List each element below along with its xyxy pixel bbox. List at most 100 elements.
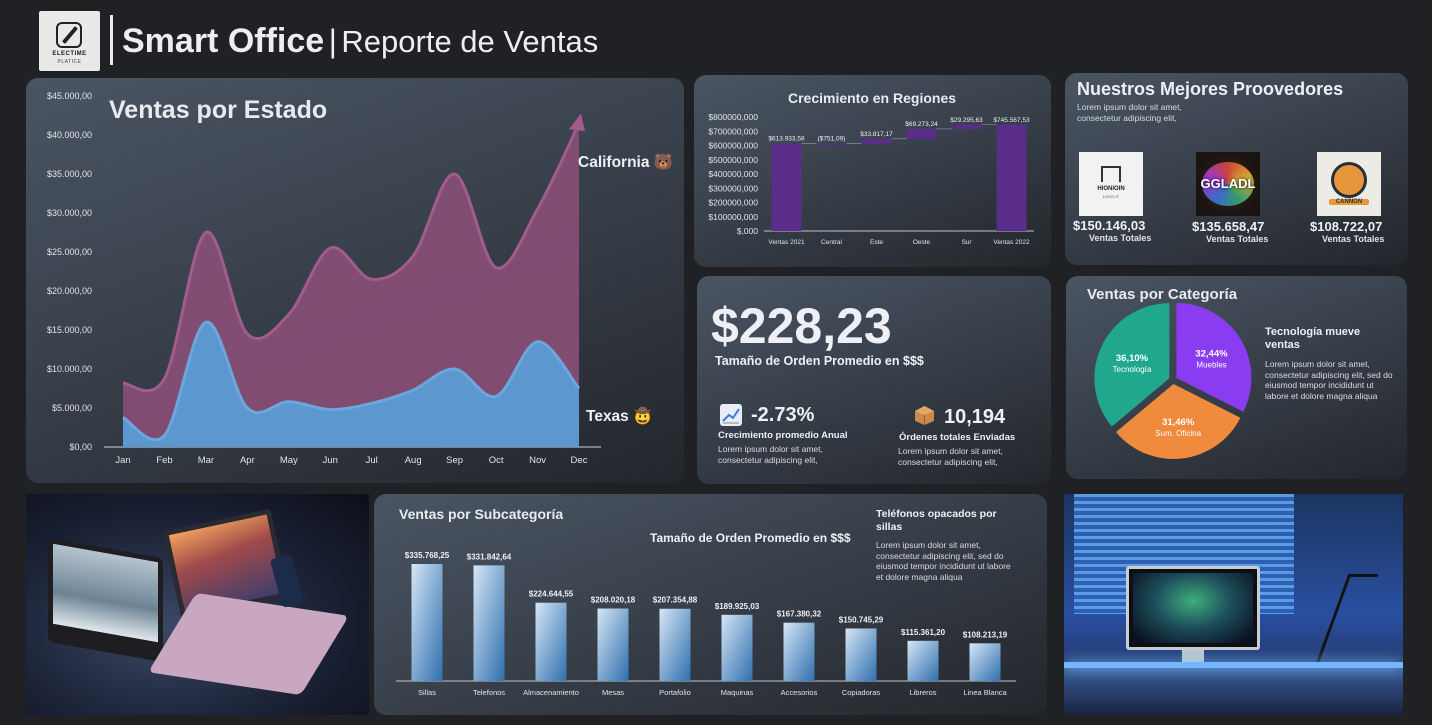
page-title: Smart Office | Reporte de Ventas	[122, 21, 598, 68]
x-tick-label: Accesorios	[781, 688, 818, 697]
kpi-big-value: $228,23	[711, 298, 892, 354]
data-label: $108.213,19	[963, 630, 1008, 639]
y-tick-label: $30.000,00	[47, 208, 92, 218]
subcategory-bar	[473, 565, 505, 681]
subcategory-sales-card: Ventas por Subcategoría $335.768,25 Sillas…	[374, 494, 1047, 715]
data-label: $29.295,63	[950, 117, 983, 124]
supplier-2-label: Ventas Totales	[1206, 234, 1269, 244]
category-sales-chart: Ventas por Categoría 32,44%Muebles 31,46%S…	[1087, 286, 1252, 459]
growth-description: Lorem ipsum dolor sit amet, consectetur …	[718, 444, 823, 465]
subcategory-bar	[721, 614, 753, 681]
supplier-1-label: Ventas Totales	[1089, 233, 1152, 243]
header-divider	[110, 15, 113, 65]
supplier-logo-1-text: HIONIOIN	[1097, 186, 1125, 192]
desk-lamp	[1315, 574, 1379, 664]
x-tick-label: Sillas	[418, 688, 436, 697]
y-tick-label: $0,00	[69, 442, 92, 452]
supplier-1-value: $150.146,03	[1073, 218, 1146, 233]
series-line-california	[122, 122, 581, 393]
series-label-texas: Texas 🤠	[586, 406, 652, 425]
waterfall-bar	[996, 124, 1027, 231]
monitor-image	[1126, 566, 1260, 650]
x-tick-label: Libreros	[909, 688, 936, 697]
phone-image	[269, 554, 305, 608]
series-area-texas	[123, 322, 579, 447]
x-tick-label: Ventas 2021	[768, 239, 805, 246]
data-label: $33.817,17	[860, 131, 893, 138]
data-label: $167.380,32	[777, 610, 822, 619]
state-sales-chart: Ventas por Estado $0,00 $5.000,00 $10.000,0…	[47, 91, 673, 466]
subcategory-bar	[845, 628, 877, 681]
package-icon	[914, 405, 935, 426]
pie-slice	[1094, 303, 1170, 427]
y-tick-label: $700000,000	[708, 126, 758, 136]
subcategory-bar	[659, 608, 691, 681]
supplier-logo-3-text: CANNON	[1329, 199, 1369, 205]
supplier-2-value: $135.658,47	[1192, 219, 1265, 234]
y-tick-label: $20.000,00	[47, 286, 92, 296]
series-line-texas	[122, 320, 581, 442]
regional-growth-card: Crecimiento en Regiones $,000 $100000,000 $…	[694, 75, 1051, 267]
pie-slice	[1115, 383, 1241, 459]
supplier-logo-1-subtext: LOGO IT	[1102, 194, 1120, 199]
chart-title: Ventas por Categoría	[1087, 286, 1238, 303]
subcategory-note-description: Lorem ipsum dolor sit amet, consectetur …	[876, 540, 1011, 582]
kpi-card: $228,23 Tamaño de Orden Promedio en $$$ …	[697, 276, 1051, 484]
data-label: $745.567,53	[993, 117, 1030, 124]
x-tick-label: Este	[870, 239, 883, 246]
y-tick-label: $600000,000	[708, 141, 758, 151]
y-tick-label: $400000,000	[708, 169, 758, 179]
data-label: $189.925,03	[715, 602, 760, 611]
y-tick-label: $10.000,00	[47, 364, 92, 374]
x-tick-label: Central	[821, 239, 843, 246]
x-tick-label: Oeste	[913, 239, 931, 246]
y-tick-label: $15.000,00	[47, 325, 92, 335]
regional-growth-chart: Crecimiento en Regiones $,000 $100000,000 $…	[708, 90, 1034, 246]
data-label: $69.273,24	[905, 121, 938, 128]
data-label: $150.745,29	[839, 615, 884, 624]
x-tick-label: Mesas	[602, 688, 624, 697]
x-tick-label: Sur	[961, 239, 972, 246]
subcategory-bar	[969, 643, 1001, 681]
kpi-big-label: Tamaño de Orden Promedio en $$$	[715, 354, 924, 368]
pie-slice	[1176, 302, 1252, 412]
y-tick-label: $500000,000	[708, 155, 758, 165]
data-label: ($751,09)	[818, 136, 846, 143]
data-label: $207.354,88	[653, 596, 698, 605]
data-label: $335.768,25	[405, 551, 450, 560]
x-tick-label: Linea Blanca	[963, 688, 1007, 697]
series-area-california	[123, 123, 579, 448]
waterfall-bar	[906, 128, 937, 139]
x-tick-label: Telefonos	[473, 688, 505, 697]
suppliers-card: Nuestros Mejores Proovedores Lorem ipsum…	[1065, 73, 1408, 265]
y-tick-label: $300000,000	[708, 183, 758, 193]
data-label: $613.933,58	[768, 136, 805, 143]
subcategory-bar	[411, 564, 443, 681]
suppliers-title: Nuestros Mejores Proovedores	[1077, 79, 1344, 99]
y-tick-label: $35.000,00	[47, 169, 92, 179]
subcategory-bar	[535, 602, 567, 681]
desk-surface	[1064, 666, 1403, 715]
pie-category-label: Tecnología	[1113, 365, 1152, 374]
imac-image	[48, 537, 163, 663]
x-tick-label: Almacenamiento	[523, 688, 579, 697]
x-tick-label: Copiadoras	[842, 688, 881, 697]
pie-value-label: 36,10%	[1116, 353, 1149, 364]
pie-category-label: Sum. Oficina	[1155, 429, 1201, 438]
chart-title: Ventas por Subcategoría	[399, 506, 563, 522]
led-glow	[1064, 662, 1403, 668]
page-title-separator: |	[328, 23, 337, 59]
x-tick-label: Apr	[240, 455, 255, 466]
supplier-logo-3: CANNON	[1317, 152, 1381, 216]
x-tick-label: Jun	[323, 455, 338, 466]
orders-description: Lorem ipsum dolor sit amet, consectetur …	[898, 446, 1003, 467]
subcategory-overlay-title: Tamaño de Orden Promedio en $$$	[650, 531, 851, 545]
x-tick-label: Dec	[571, 455, 588, 466]
chart-up-icon	[720, 404, 742, 426]
robot-icon	[1331, 162, 1367, 198]
data-label: $331.842,64	[467, 552, 512, 561]
x-tick-label: Aug	[405, 455, 422, 466]
y-tick-label: $40.000,00	[47, 130, 92, 140]
pie-value-label: 31,46%	[1162, 417, 1195, 428]
category-sales-card: Ventas por Categoría 32,44% Muebles 31,46% S…	[1066, 276, 1407, 479]
